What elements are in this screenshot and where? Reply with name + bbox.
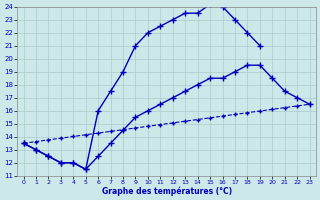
X-axis label: Graphe des températures (°C): Graphe des températures (°C): [101, 186, 232, 196]
